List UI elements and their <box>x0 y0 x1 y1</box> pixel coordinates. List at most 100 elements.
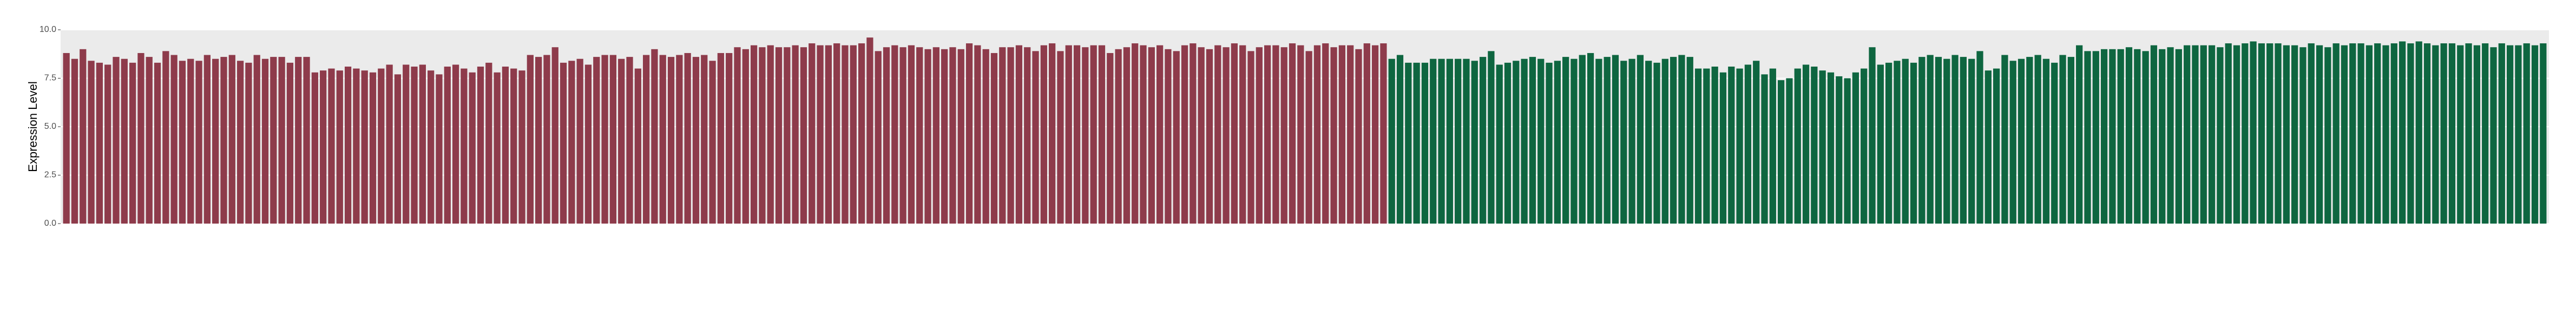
bar <box>1214 45 1221 224</box>
bar <box>1231 43 1238 224</box>
bar <box>2167 47 2174 224</box>
bar <box>2374 43 2381 224</box>
bar <box>369 72 377 224</box>
bar <box>1927 55 1934 224</box>
bar <box>601 55 608 224</box>
bar <box>750 45 758 224</box>
bar <box>1993 68 2000 224</box>
bar <box>170 55 178 224</box>
bar <box>1115 49 1122 224</box>
bar <box>154 62 161 224</box>
bar <box>842 45 849 224</box>
bar <box>245 62 252 224</box>
bar <box>1546 62 1553 224</box>
y-tick-label: 7.5 <box>44 74 56 83</box>
bar <box>2349 43 2356 224</box>
bar <box>1173 51 1180 224</box>
bar <box>1562 57 1569 224</box>
bar <box>2341 45 2348 224</box>
y-tick-label: 0.0 <box>44 219 56 228</box>
bar <box>461 68 468 224</box>
bar <box>759 47 766 224</box>
bar <box>1894 61 1901 224</box>
bar <box>1496 64 1503 224</box>
bar <box>2415 41 2422 224</box>
bar <box>2100 49 2108 224</box>
bar <box>2134 49 2141 224</box>
bar <box>1090 45 1097 224</box>
bar <box>436 74 443 224</box>
bar <box>1554 61 1561 224</box>
bar <box>469 72 476 224</box>
bar <box>667 57 675 224</box>
bar <box>709 61 716 224</box>
bar <box>1272 45 1279 224</box>
bar <box>1620 61 1627 224</box>
bar <box>1198 47 1205 224</box>
bar <box>253 55 260 224</box>
bar <box>899 47 906 224</box>
bar <box>1338 45 1346 224</box>
bar <box>278 57 285 224</box>
bar <box>1190 43 1197 224</box>
bar <box>1363 43 1370 224</box>
bar <box>676 55 683 224</box>
bar <box>1455 58 1462 224</box>
bar <box>2034 55 2041 224</box>
bar <box>1513 61 1520 224</box>
bar <box>1827 72 1835 224</box>
bar <box>1661 58 1668 224</box>
bar <box>1852 72 1859 224</box>
bar <box>295 57 302 224</box>
bar <box>386 64 393 224</box>
bar <box>2465 43 2472 224</box>
bar <box>891 45 898 224</box>
bar <box>1140 45 1147 224</box>
bar <box>1181 45 1188 224</box>
bar <box>1082 47 1089 224</box>
bar <box>1744 64 1752 224</box>
bar <box>394 74 402 224</box>
bar <box>104 64 111 224</box>
bar <box>1322 43 1329 224</box>
bar <box>1885 62 1892 224</box>
y-tick-label: 2.5 <box>44 171 56 180</box>
bar <box>858 43 865 224</box>
bar <box>2067 57 2074 224</box>
bar <box>2051 62 2058 224</box>
bar <box>2150 45 2158 224</box>
bar <box>1239 45 1246 224</box>
bar <box>2250 41 2257 224</box>
bar <box>2308 43 2315 224</box>
bar <box>1794 68 1801 224</box>
bar <box>2184 45 2191 224</box>
bar <box>543 55 550 224</box>
bar <box>609 55 617 224</box>
bar <box>428 70 435 224</box>
bar <box>1347 45 1354 224</box>
bar <box>187 58 194 224</box>
bar <box>726 53 733 224</box>
bar <box>535 57 542 224</box>
bar <box>2117 49 2124 224</box>
bar <box>1264 45 1271 224</box>
bar <box>618 58 625 224</box>
bar <box>1869 47 1876 224</box>
bar <box>1355 49 1362 224</box>
bar <box>261 58 269 224</box>
bar <box>626 57 633 224</box>
bar <box>634 68 641 224</box>
bar <box>2490 47 2497 224</box>
bar <box>1645 61 1652 224</box>
bar <box>1156 45 1164 224</box>
bar <box>2357 43 2364 224</box>
bar <box>1223 47 1230 224</box>
bar <box>1098 45 1106 224</box>
bar <box>551 47 558 224</box>
bar <box>1015 45 1023 224</box>
bar <box>71 58 78 224</box>
bar <box>1637 55 1644 224</box>
bar <box>1107 53 1114 224</box>
bar <box>2266 43 2273 224</box>
